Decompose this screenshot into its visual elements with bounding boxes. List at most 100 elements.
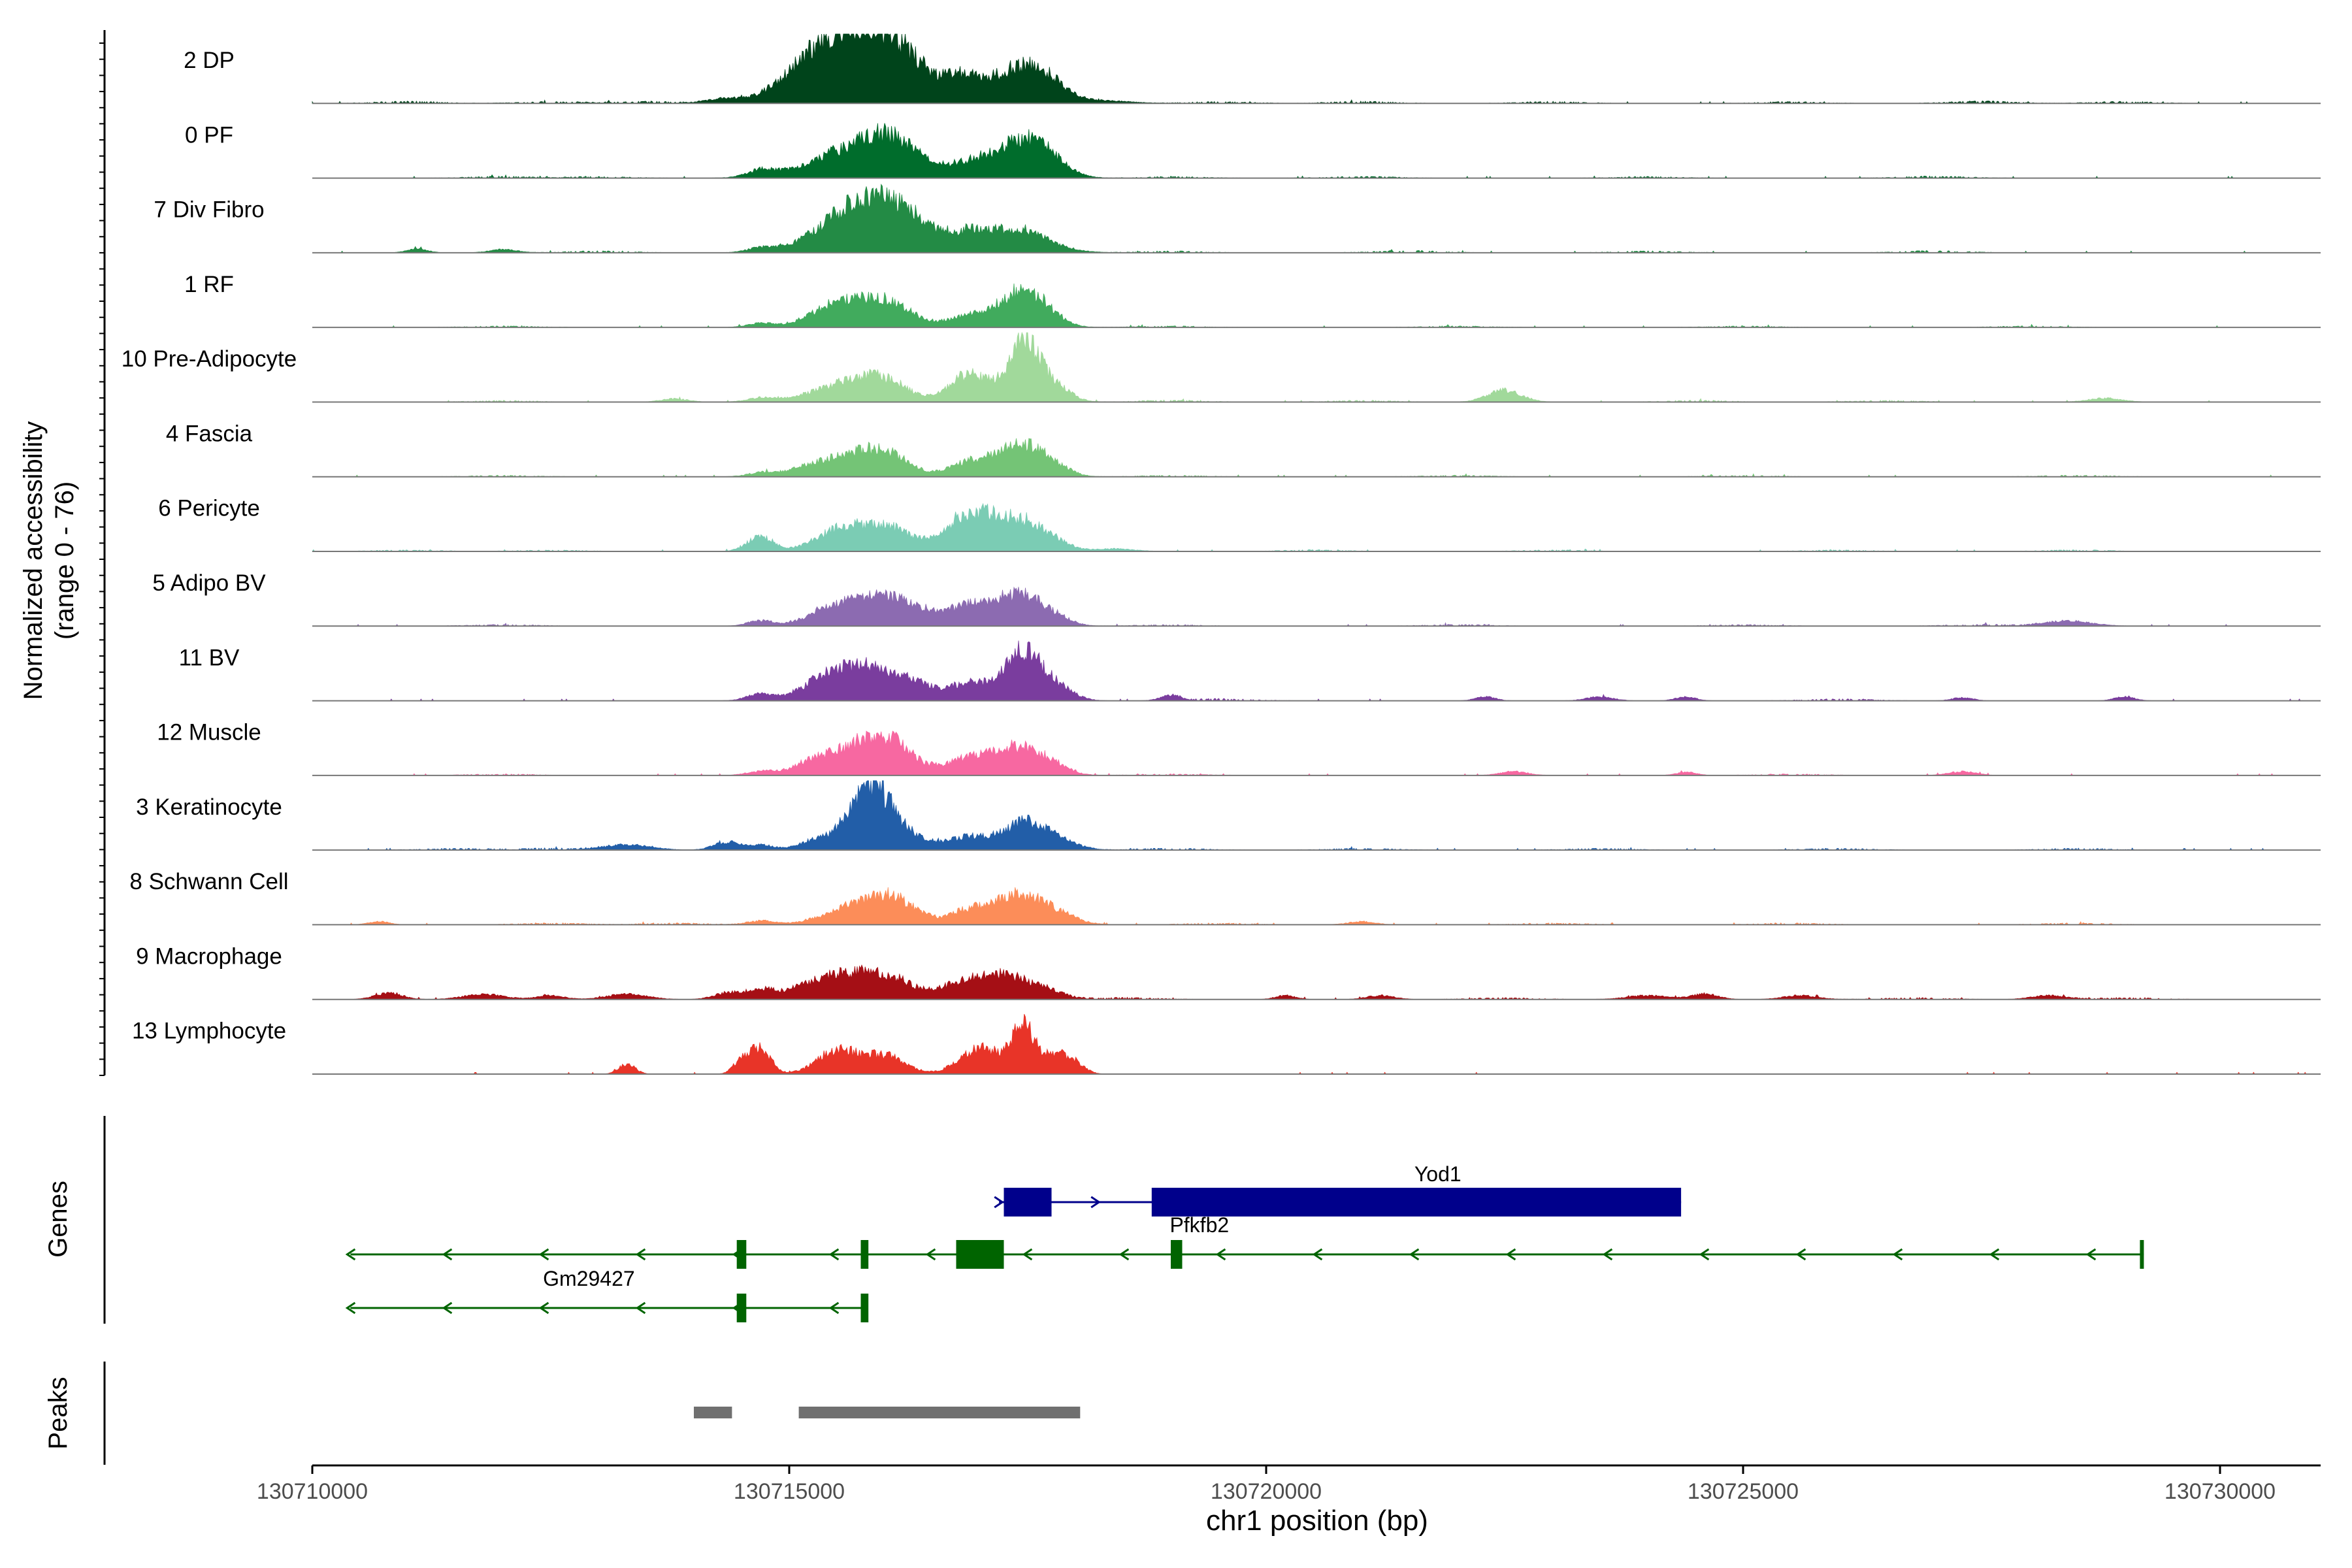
peak-regions <box>694 1407 1081 1418</box>
coverage-area <box>312 331 2315 402</box>
coverage-area <box>312 283 2315 328</box>
x-axis-ticks: 130710000 130715000 130720000 130725000 1307… <box>257 1465 2276 1504</box>
coverage-area <box>312 1013 2315 1075</box>
peaks-label: Peaks <box>44 1377 73 1449</box>
track-label: 5 Adipo BV <box>152 570 266 596</box>
gene-exon <box>1151 1188 1682 1217</box>
track-4: 1 RF <box>184 272 2321 329</box>
coverage-area <box>312 184 2315 253</box>
strand-arrow <box>828 1248 840 1261</box>
strand-arrow <box>538 1248 549 1261</box>
coverage-area <box>312 438 2315 478</box>
peaks-panel: Peaks <box>44 1362 1081 1465</box>
strand-arrow <box>1409 1248 1420 1261</box>
strand-arrow <box>1795 1248 1806 1261</box>
strand-arrow <box>1989 1248 2000 1261</box>
x-tick-label: 130720000 <box>1211 1479 1322 1504</box>
track-1: 2 DP <box>184 33 2321 105</box>
gene-exon <box>736 1240 747 1269</box>
coverage-area <box>312 887 2315 925</box>
track-11: 3 Keratinocyte <box>136 780 2321 851</box>
strand-arrow <box>1312 1248 1323 1261</box>
strand-arrow <box>1215 1248 1226 1261</box>
coverage-area <box>312 640 2315 702</box>
strand-arrow <box>1022 1248 1033 1261</box>
strand-arrow <box>538 1301 549 1315</box>
gene-exon <box>956 1240 1004 1269</box>
x-axis: 130710000 130715000 130720000 130725000 1307… <box>257 1464 2321 1537</box>
y-axis-title-line2: (range 0 - 76) <box>50 482 79 640</box>
track-label: 12 Muscle <box>157 720 261 745</box>
strand-arrow <box>442 1301 453 1315</box>
track-5: 10 Pre-Adipocyte <box>122 331 2321 403</box>
coverage-tracks: 2 DP 0 PF 7 Div Fibro 1 RF 10 Pre-Adipocyte 4… <box>122 33 2321 1075</box>
peak-region <box>798 1407 1081 1418</box>
coverage-area <box>312 586 2315 627</box>
gene-exon <box>2140 1240 2144 1269</box>
genes-label: Genes <box>44 1181 73 1258</box>
coverage-area <box>312 502 2315 552</box>
track-14: 13 Lymphocyte <box>132 1013 2321 1075</box>
track-label: 1 RF <box>184 272 234 297</box>
x-tick-label: 130710000 <box>257 1479 368 1504</box>
strand-arrow <box>635 1248 646 1261</box>
gene-exon <box>1171 1240 1183 1269</box>
y-axis-title-line1: Normalized accessibility <box>19 421 48 700</box>
strand-arrow <box>1090 1196 1101 1209</box>
track-label: 2 DP <box>184 48 235 73</box>
strand-arrow <box>1699 1248 1710 1261</box>
track-9: 11 BV <box>179 640 2321 702</box>
gene-pfkfb2: Pfkfb2 <box>345 1213 2144 1269</box>
strand-arrow <box>2085 1248 2097 1261</box>
genes-panel: Genes Yod1 Pfkfb2 Gm29427 <box>44 1116 2144 1324</box>
gene-name: Gm29427 <box>543 1267 635 1290</box>
track-label: 7 Div Fibro <box>154 197 264 223</box>
x-tick-label: 130715000 <box>734 1479 845 1504</box>
strand-arrow <box>994 1196 1004 1209</box>
track-label: 8 Schwann Cell <box>129 869 288 894</box>
strand-arrow <box>925 1248 936 1261</box>
strand-arrow <box>345 1248 356 1261</box>
strand-arrow <box>1892 1248 1903 1261</box>
y-axis-label: Normalized accessibility (range 0 - 76) <box>19 421 79 700</box>
track-8: 5 Adipo BV <box>152 570 2321 627</box>
coverage-area <box>312 730 2315 776</box>
track-label: 4 Fascia <box>166 421 253 446</box>
coverage-area <box>312 964 2315 1000</box>
track-2: 0 PF <box>185 122 2321 179</box>
strand-arrow <box>1602 1248 1613 1261</box>
track-label: 0 PF <box>185 122 233 148</box>
track-label: 6 Pericyte <box>158 496 260 521</box>
track-label: 13 Lymphocyte <box>132 1019 286 1044</box>
strand-arrow <box>442 1248 453 1261</box>
track-3: 7 Div Fibro <box>154 184 2321 253</box>
x-axis-title: chr1 position (bp) <box>1206 1505 1428 1537</box>
gene-gm29427: Gm29427 <box>345 1267 869 1322</box>
x-tick-label: 130730000 <box>2164 1479 2276 1504</box>
track-7: 6 Pericyte <box>158 496 2321 552</box>
strand-arrow <box>1505 1248 1516 1261</box>
coverage-area <box>312 123 2315 179</box>
track-label: 3 Keratinocyte <box>136 794 282 820</box>
gene-name: Pfkfb2 <box>1169 1213 1229 1237</box>
gene-name: Yod1 <box>1414 1162 1462 1186</box>
track-label: 11 BV <box>179 645 240 670</box>
coverage-area <box>312 33 2315 104</box>
x-tick-label: 130725000 <box>1688 1479 1799 1504</box>
track-13: 9 Macrophage <box>136 943 2321 1000</box>
coverage-area <box>312 780 2315 851</box>
gene-models: Yod1 Pfkfb2 Gm29427 <box>345 1162 2144 1322</box>
strand-arrow <box>635 1301 646 1315</box>
gene-exon <box>736 1294 747 1322</box>
gene-yod1: Yod1 <box>994 1162 1682 1217</box>
strand-arrow <box>828 1301 840 1315</box>
track-6: 4 Fascia <box>166 421 2321 478</box>
peak-region <box>694 1407 732 1418</box>
track-10: 12 Muscle <box>157 720 2321 776</box>
gene-exon <box>860 1294 869 1322</box>
track-12: 8 Schwann Cell <box>129 869 2321 926</box>
y-axis-ticks <box>99 42 105 1076</box>
track-label: 9 Macrophage <box>136 943 282 969</box>
track-label: 10 Pre-Adipocyte <box>122 346 297 372</box>
